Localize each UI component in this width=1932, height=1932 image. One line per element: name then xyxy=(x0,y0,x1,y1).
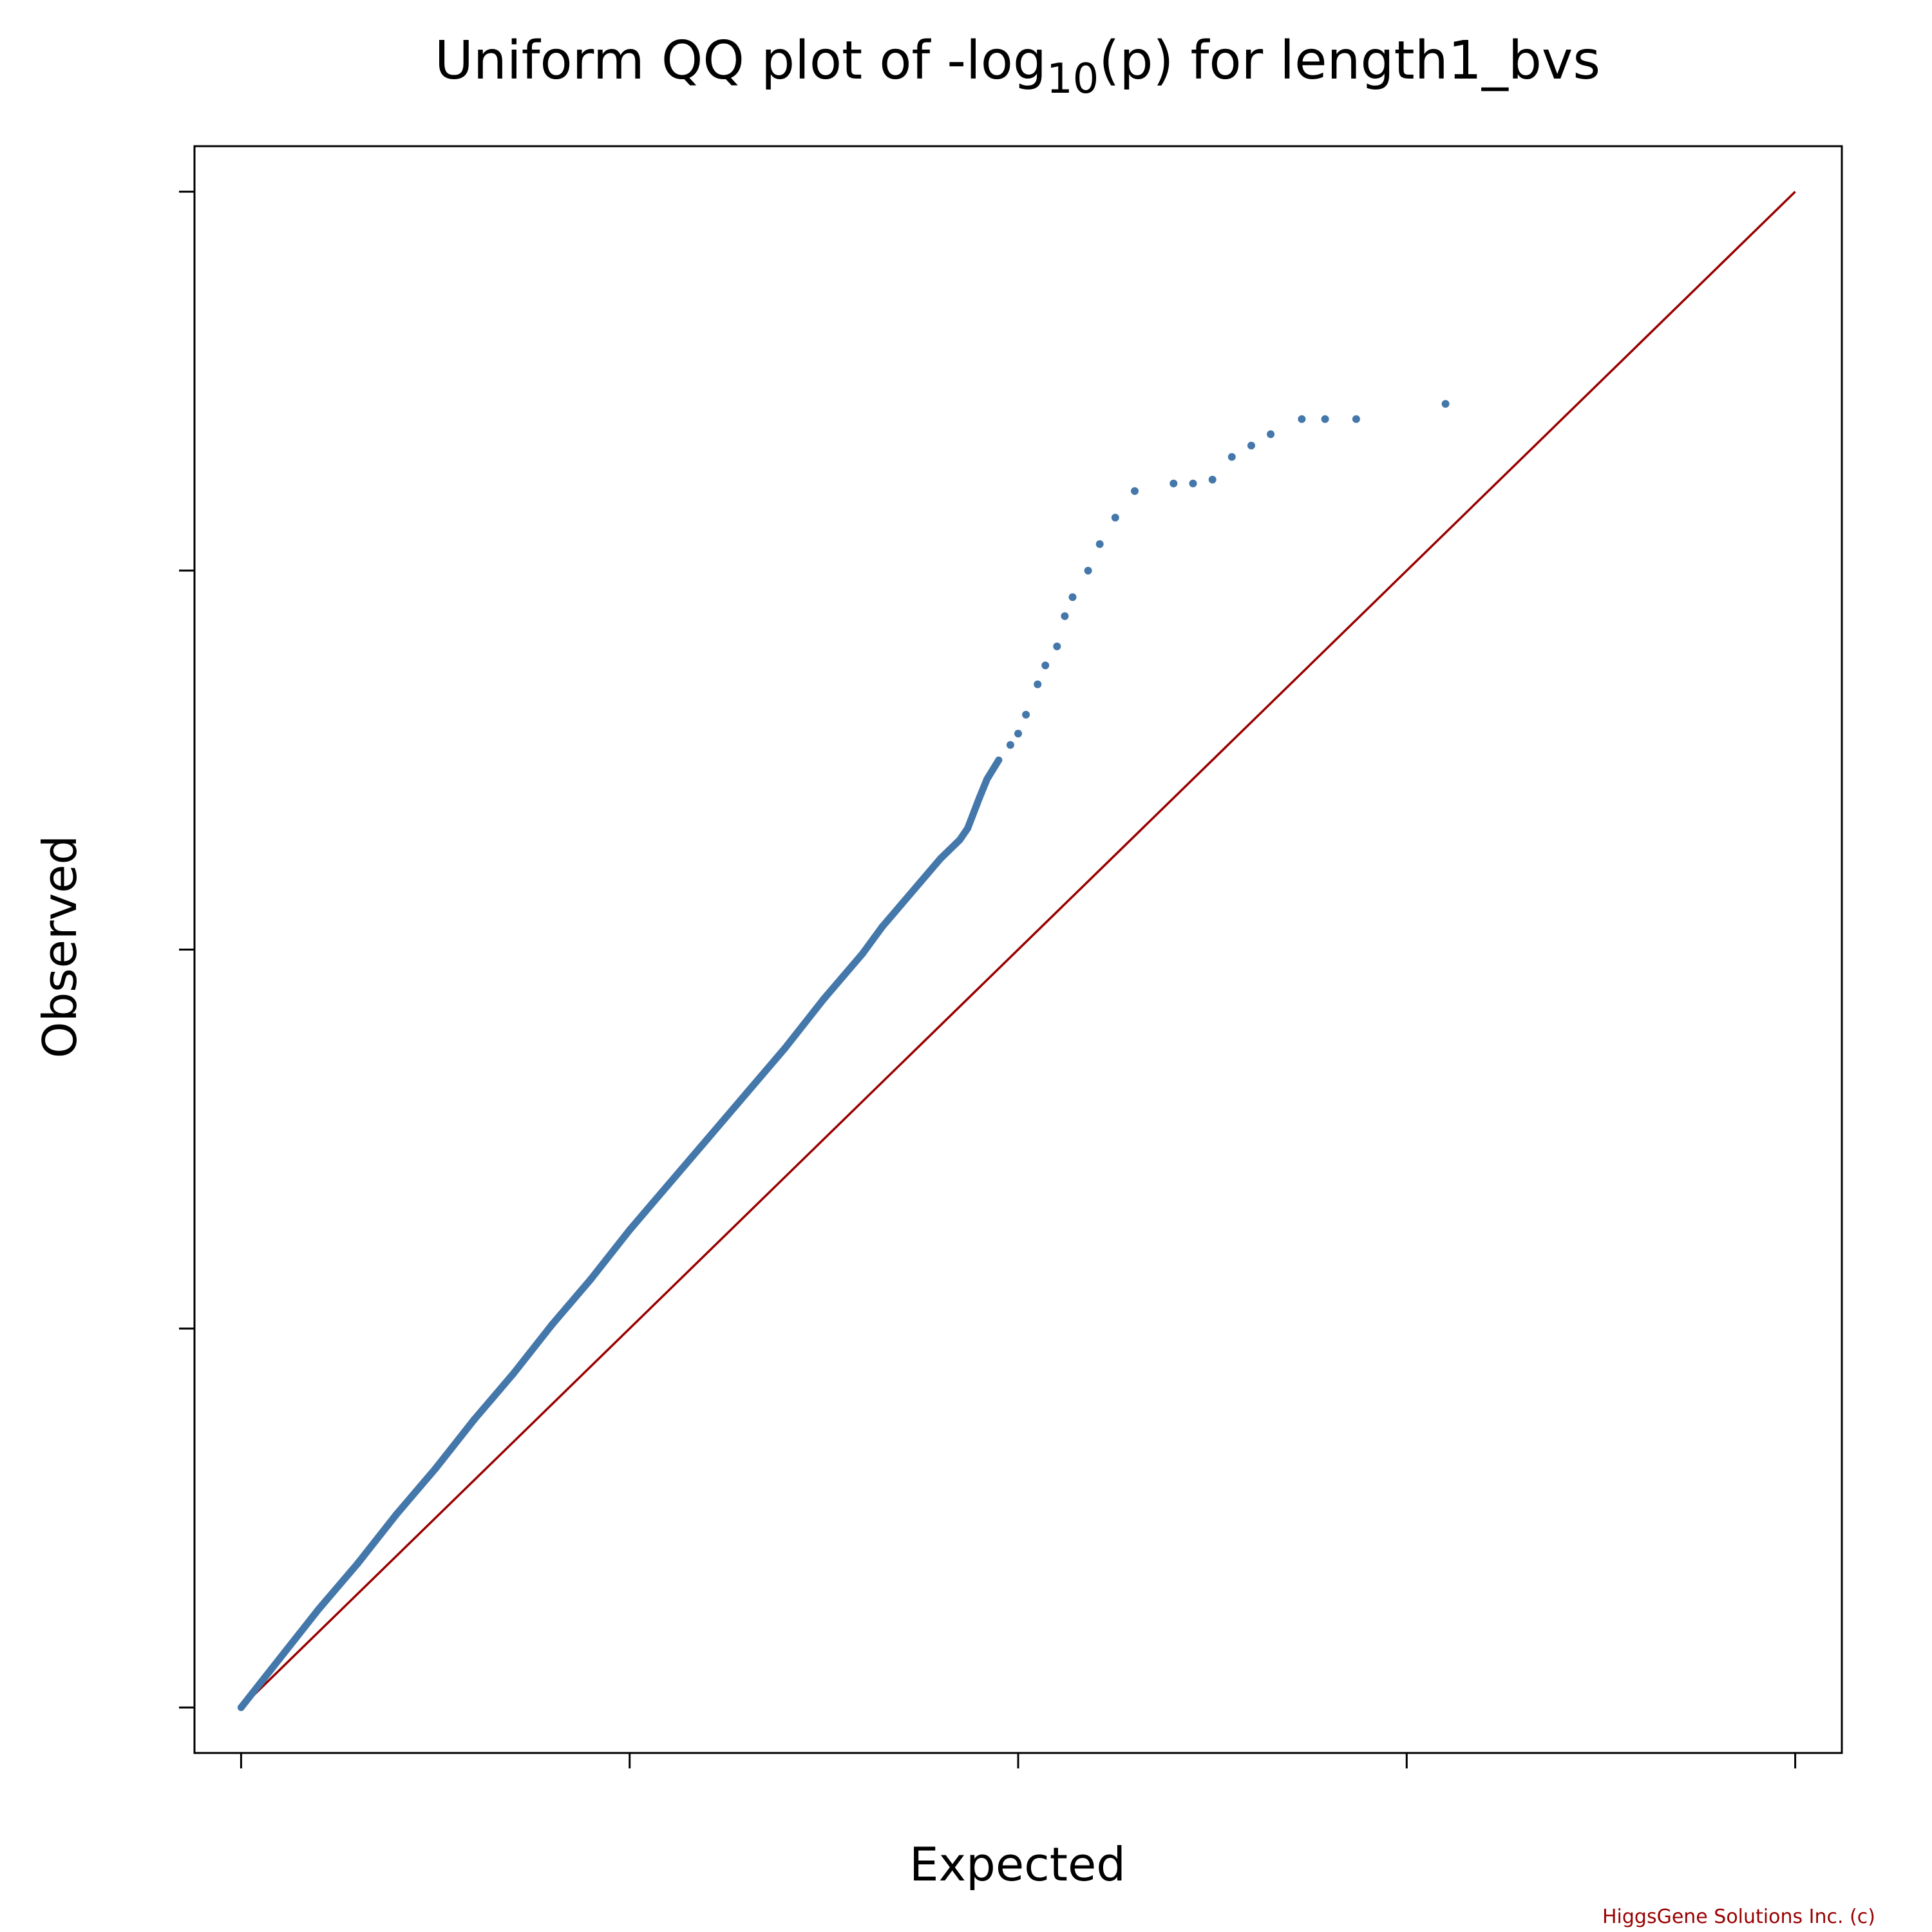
series-0-point-11 xyxy=(665,1180,672,1188)
series-0-point-22 xyxy=(964,824,972,832)
series-0-point-4 xyxy=(393,1510,401,1518)
series-0-point-17 xyxy=(878,923,886,931)
series-0-point-27 xyxy=(1014,730,1022,738)
series-0-point-23 xyxy=(976,794,983,802)
series-0-point-35 xyxy=(1095,540,1104,548)
x-axis-label: Expected xyxy=(909,1837,1126,1891)
series-0-point-20 xyxy=(936,855,944,862)
series-0-point-13 xyxy=(743,1090,750,1097)
series-0-point-43 xyxy=(1267,430,1275,439)
chart-title: Uniform QQ plot of -log10(p) for length1… xyxy=(435,30,1600,103)
series-0-point-46 xyxy=(1352,415,1360,423)
credit-text: HiggsGene Solutions Inc. (c) xyxy=(1602,1906,1875,1928)
series-0-point-41 xyxy=(1227,453,1236,461)
series-0-point-39 xyxy=(1189,479,1197,488)
chart-title-prefix: Uniform QQ plot of -log xyxy=(435,30,1046,91)
reference-line-layer xyxy=(240,191,1796,1709)
data-points xyxy=(237,400,1450,1711)
series-0-point-34 xyxy=(1084,567,1092,575)
series-0-point-30 xyxy=(1041,661,1050,670)
series-0-point-1 xyxy=(276,1654,284,1662)
series-0-point-6 xyxy=(470,1416,478,1423)
series-0-point-0 xyxy=(237,1703,245,1711)
series-0-point-40 xyxy=(1208,475,1217,484)
series-0-point-2 xyxy=(315,1605,323,1613)
y-axis-label: Observed xyxy=(33,835,87,1058)
series-0-point-8 xyxy=(548,1321,556,1329)
series-0-point-32 xyxy=(1061,612,1069,620)
series-0-point-31 xyxy=(1053,642,1061,650)
series-0-point-5 xyxy=(431,1465,439,1473)
series-0-point-36 xyxy=(1111,513,1119,522)
series-0-dense-band xyxy=(237,756,1003,1711)
series-0-point-29 xyxy=(1034,680,1042,688)
series-0-point-9 xyxy=(587,1275,594,1283)
x-axis-ticks xyxy=(240,1753,1797,1768)
chart-title-suffix: (p) for length1_bvs xyxy=(1099,30,1600,91)
series-0-point-18 xyxy=(898,900,905,908)
series-0-point-28 xyxy=(1022,710,1030,719)
series-0-point-26 xyxy=(1006,741,1014,749)
series-0-point-19 xyxy=(917,878,925,886)
series-0-point-3 xyxy=(354,1560,361,1567)
series-0-point-37 xyxy=(1131,487,1139,495)
series-0-point-44 xyxy=(1298,415,1306,423)
reference-line xyxy=(240,191,1796,1709)
series-0-point-21 xyxy=(956,836,963,844)
series-0-point-25 xyxy=(995,756,1003,764)
series-0-point-15 xyxy=(820,995,828,1003)
series-0-point-38 xyxy=(1170,479,1178,488)
series-0-point-33 xyxy=(1068,593,1077,601)
series-0-point-24 xyxy=(983,775,991,783)
series-0-point-12 xyxy=(703,1135,711,1143)
series-0-point-14 xyxy=(781,1045,789,1052)
series-0-point-7 xyxy=(509,1370,517,1378)
series-0-point-47 xyxy=(1441,400,1450,408)
series-0-point-45 xyxy=(1321,415,1329,423)
series-0-point-10 xyxy=(626,1226,634,1234)
y-axis-ticks xyxy=(179,191,194,1709)
series-0-point-42 xyxy=(1247,441,1255,450)
chart-title-subscript: 10 xyxy=(1046,55,1099,103)
series-0-point-16 xyxy=(859,949,867,957)
